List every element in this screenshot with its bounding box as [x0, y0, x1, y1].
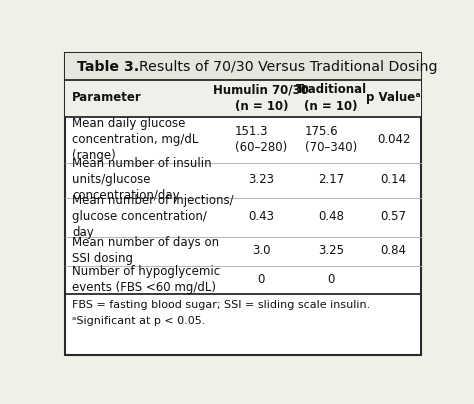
FancyBboxPatch shape [65, 53, 421, 80]
Text: Parameter: Parameter [72, 91, 142, 104]
Text: 0.84: 0.84 [381, 244, 407, 257]
Text: Mean number of days on
SSI dosing: Mean number of days on SSI dosing [72, 236, 219, 265]
Text: ᵃSignificant at p < 0.05.: ᵃSignificant at p < 0.05. [72, 316, 206, 326]
Text: p Valueᵃ: p Valueᵃ [366, 91, 421, 104]
Text: Results of 70/30 Versus Traditional Dosing: Results of 70/30 Versus Traditional Dosi… [139, 60, 438, 74]
Text: 3.23: 3.23 [248, 173, 274, 187]
Text: Number of hypoglycemic
events (FBS <60 mg/dL): Number of hypoglycemic events (FBS <60 m… [72, 265, 220, 294]
Text: 0.57: 0.57 [381, 210, 407, 223]
Text: 2.17: 2.17 [318, 173, 344, 187]
Text: 3.25: 3.25 [318, 244, 344, 257]
Text: 0.042: 0.042 [377, 133, 410, 145]
FancyBboxPatch shape [65, 80, 421, 117]
Text: 175.6
(70–340): 175.6 (70–340) [305, 124, 357, 154]
Text: 151.3
(60–280): 151.3 (60–280) [235, 124, 287, 154]
Text: Mean number of injections/
glucose concentration/
day: Mean number of injections/ glucose conce… [72, 194, 234, 240]
FancyBboxPatch shape [65, 53, 421, 355]
Text: Mean number of insulin
units/glucose
concentration/day: Mean number of insulin units/glucose con… [72, 158, 212, 202]
Text: 0: 0 [328, 273, 335, 286]
Text: 0: 0 [257, 273, 265, 286]
Text: Mean daily glucose
concentration, mg/dL
(range): Mean daily glucose concentration, mg/dL … [72, 116, 199, 162]
Text: 0.48: 0.48 [318, 210, 344, 223]
Text: 0.14: 0.14 [381, 173, 407, 187]
Text: Table 3.: Table 3. [77, 60, 139, 74]
Text: FBS = fasting blood sugar; SSI = sliding scale insulin.: FBS = fasting blood sugar; SSI = sliding… [72, 300, 370, 310]
Text: Traditional
(n = 10): Traditional (n = 10) [295, 83, 367, 113]
Text: 0.43: 0.43 [248, 210, 274, 223]
Text: Humulin 70/30
(n = 10): Humulin 70/30 (n = 10) [213, 83, 309, 113]
Text: 3.0: 3.0 [252, 244, 271, 257]
